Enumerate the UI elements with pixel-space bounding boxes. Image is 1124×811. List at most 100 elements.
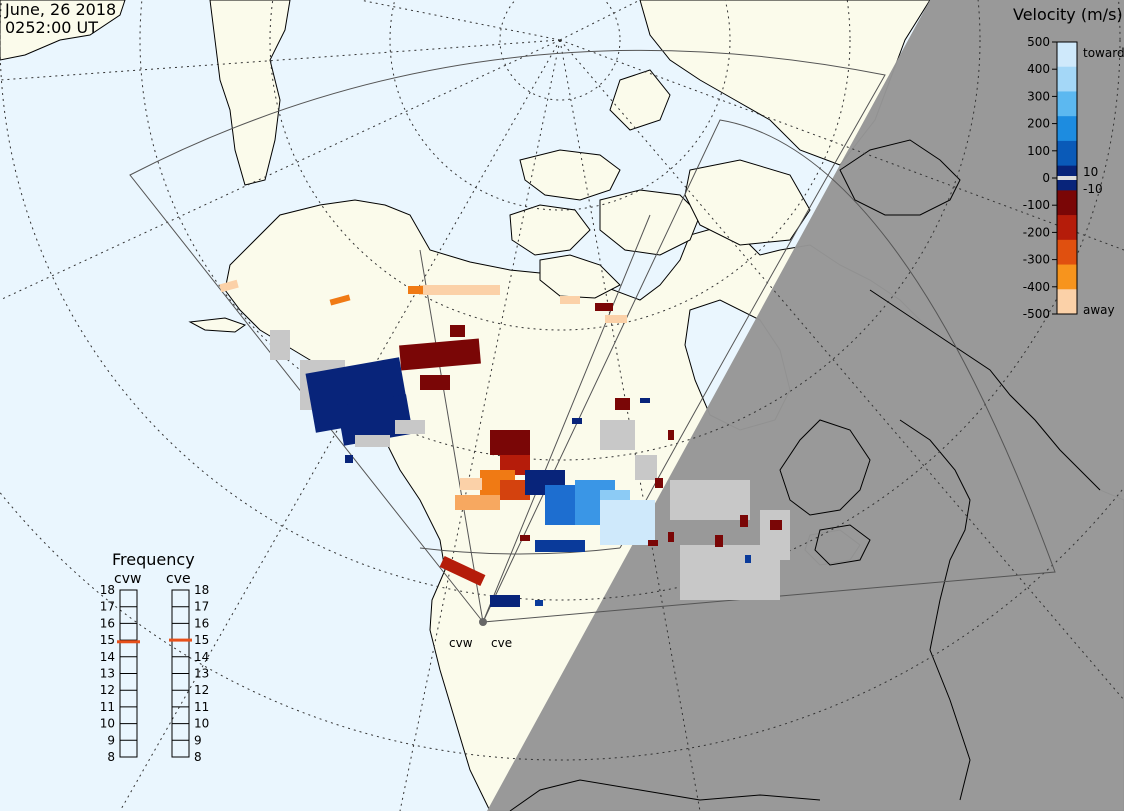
frequency-marker xyxy=(169,638,192,642)
velocity-cell-cluster xyxy=(450,325,465,337)
velocity-cells xyxy=(219,279,790,607)
colorbar-tick-label: 200 xyxy=(1027,117,1050,131)
velocity-cell-cluster xyxy=(670,480,750,520)
velocity-cell xyxy=(520,535,530,541)
velocity-cell-cluster xyxy=(535,540,585,552)
fov-cve xyxy=(482,119,1056,623)
velocity-cell xyxy=(345,455,353,463)
velocity-cell-cluster xyxy=(355,435,390,447)
colorbar-zero-band xyxy=(1057,176,1077,180)
velocity-cell-cluster xyxy=(439,556,486,586)
velocity-cell-cluster xyxy=(740,515,748,527)
frequency-tick-label: 9 xyxy=(107,733,115,747)
velocity-cell-cluster xyxy=(490,430,530,455)
night-terminator xyxy=(487,0,1124,811)
frequency-tick-label: 11 xyxy=(194,700,209,714)
arctic-island-4 xyxy=(539,254,621,299)
frequency-tick-label: 11 xyxy=(100,700,115,714)
chukotka xyxy=(209,0,291,186)
radar-label-cvw: cvw xyxy=(449,636,473,650)
colorbar-ticks: 500 400 300 200 100 0 -100 -200 -300 -400 -500 xyxy=(1023,35,1057,321)
colorbar-block xyxy=(1057,215,1077,241)
velocity-cell-cluster xyxy=(605,315,627,323)
frequency-tick-label: 13 xyxy=(194,667,209,681)
colorbar-block xyxy=(1057,116,1077,142)
siberia xyxy=(0,0,126,61)
colorbar-tick-label: 0 xyxy=(1042,171,1050,185)
velocity-cell xyxy=(668,532,674,542)
colorbar-tick-label: -300 xyxy=(1023,253,1050,267)
arctic-island-1 xyxy=(519,149,621,201)
velocity-cell-cluster xyxy=(560,296,580,304)
velocity-colorbar: Velocity (m/s) 500 400 300 200 100 0 -100 -200 -… xyxy=(1013,5,1124,321)
colorbar-block xyxy=(1057,91,1077,117)
colorbar-block xyxy=(1057,66,1077,92)
colorbar-tick-label: 500 xyxy=(1027,35,1050,49)
colorbar-block xyxy=(1057,42,1077,68)
arctic-island-5 xyxy=(684,159,811,246)
colorbar-block xyxy=(1057,264,1077,290)
velocity-cell-cluster xyxy=(635,455,657,480)
velocity-cell xyxy=(648,540,658,546)
velocity-cell-cluster xyxy=(399,338,481,371)
frequency-tick-label: 15 xyxy=(194,633,209,647)
frequency-cvw-label: cvw xyxy=(114,571,141,587)
velocity-cell-cluster xyxy=(715,535,723,547)
velocity-cell-cluster xyxy=(395,420,425,434)
frequency-scales: 18 17 16 15 14 13 12 11 10 9 8 18 17 16 15 14 13 12 11 10 9 8 xyxy=(100,583,210,764)
velocity-cell-cluster xyxy=(460,478,482,490)
date-label: June, 26 2018 xyxy=(4,0,116,19)
velocity-cell-cluster xyxy=(600,420,635,450)
velocity-cell-cluster xyxy=(219,279,239,293)
velocity-cell-cluster xyxy=(615,398,630,410)
aleutian-tip xyxy=(188,317,247,333)
frequency-tick-label: 16 xyxy=(100,616,115,630)
frequency-cve-label: cve xyxy=(166,571,191,587)
fov-outlines xyxy=(129,49,1056,623)
velocity-cell xyxy=(640,398,650,403)
radar-site-marker xyxy=(479,618,487,626)
colorbar-tick-label: -200 xyxy=(1023,225,1050,239)
velocity-cell-cluster xyxy=(745,555,751,563)
arctic-island-2 xyxy=(509,204,591,256)
arctic-island-3 xyxy=(599,189,701,256)
frequency-tick-label: 18 xyxy=(100,583,115,597)
frequency-tick-label: 12 xyxy=(194,683,209,697)
colorbar-tick-label: -100 xyxy=(1023,198,1050,212)
colorbar-toward: toward xyxy=(1083,46,1124,60)
velocity-cell xyxy=(655,478,663,488)
frequency-tick-label: 8 xyxy=(107,750,115,764)
frequency-tick-label: 8 xyxy=(194,750,202,764)
velocity-cell-cluster xyxy=(500,480,530,500)
colorbar-small-positive: 10 xyxy=(1083,165,1098,179)
colorbar-away: away xyxy=(1083,303,1115,317)
velocity-cell-cluster xyxy=(770,520,782,530)
frequency-marker xyxy=(117,640,140,644)
arctic-island-6 xyxy=(609,69,671,131)
velocity-cell-cluster xyxy=(455,495,500,510)
frequency-title: Frequency xyxy=(112,550,195,569)
colorbar-block xyxy=(1057,289,1077,315)
frequency-tick-label: 10 xyxy=(100,717,115,731)
velocity-cell-cluster xyxy=(595,303,613,311)
colorbar-title: Velocity (m/s) xyxy=(1013,5,1123,24)
velocity-cell-cluster xyxy=(329,294,351,306)
frequency-tick-label: 18 xyxy=(194,583,209,597)
velocity-cell-cluster xyxy=(600,500,655,545)
velocity-cell-cluster xyxy=(408,286,423,294)
frequency-tick-label: 17 xyxy=(194,600,209,614)
time-label: 0252:00 UT xyxy=(5,18,98,37)
radar-label-cve: cve xyxy=(491,636,512,650)
fov-cvw xyxy=(129,49,886,623)
colorbar-tick-label: 100 xyxy=(1027,144,1050,158)
velocity-cell-cluster xyxy=(760,510,790,560)
velocity-cell-cluster xyxy=(270,330,290,360)
colorbar-tick-label: -500 xyxy=(1023,307,1050,321)
frequency-tick-label: 12 xyxy=(100,683,115,697)
colorbar-block xyxy=(1057,190,1077,216)
velocity-cell-cluster xyxy=(420,285,500,295)
colorbar-tick-label: -400 xyxy=(1023,280,1050,294)
colorbar-tick-label: 400 xyxy=(1027,62,1050,76)
